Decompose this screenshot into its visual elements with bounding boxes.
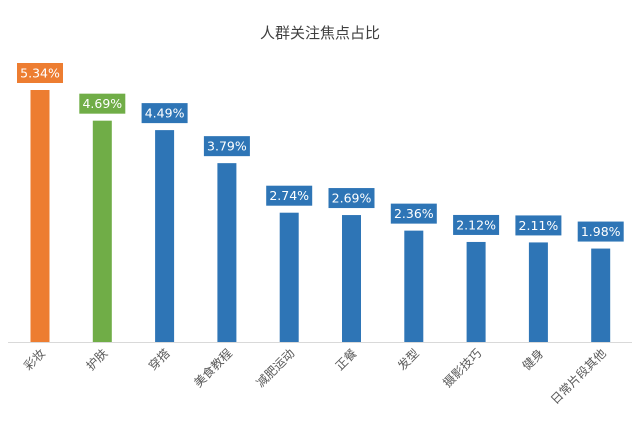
data-label: 4.69% [82, 96, 122, 111]
category-label: 穿搭 [145, 346, 173, 374]
data-label-box [328, 188, 375, 209]
data-label: 2.11% [519, 218, 559, 233]
data-label: 2.69% [332, 191, 372, 206]
data-label-box [453, 214, 500, 235]
data-label-box [141, 103, 188, 124]
bar [466, 241, 486, 342]
chart-title: 人群关注焦点占比 [259, 24, 380, 42]
data-label-box [577, 221, 624, 242]
bar [591, 248, 611, 342]
data-label-box [203, 136, 250, 157]
data-label: 4.49% [145, 106, 185, 121]
bar [528, 242, 548, 342]
bar [30, 90, 50, 342]
data-label: 1.98% [581, 224, 621, 239]
data-label-box [515, 215, 562, 236]
category-label: 健身 [519, 346, 547, 374]
category-label: 摄影技巧 [440, 346, 485, 391]
data-label: 3.79% [207, 139, 247, 154]
data-label-box [17, 63, 63, 83]
data-label-box [79, 93, 126, 114]
data-label: 2.12% [456, 217, 496, 232]
bar [92, 120, 112, 342]
data-label: 2.74% [269, 188, 309, 203]
bar [279, 212, 299, 342]
bar [155, 130, 175, 342]
category-label: 减肥运动 [253, 346, 297, 390]
bar [217, 163, 237, 342]
category-label: 彩妆 [21, 346, 48, 373]
category-label: 护肤 [83, 346, 111, 374]
data-label-box [390, 203, 437, 224]
category-label: 正餐 [332, 346, 360, 374]
category-label: 日常片段其他 [547, 346, 609, 408]
data-label: 5.34% [20, 66, 60, 81]
category-label: 发型 [394, 346, 422, 374]
bar [404, 230, 424, 342]
bar [342, 215, 361, 342]
category-label: 美食教程 [190, 346, 235, 391]
data-label: 2.36% [394, 206, 434, 221]
data-label-box [266, 185, 313, 206]
